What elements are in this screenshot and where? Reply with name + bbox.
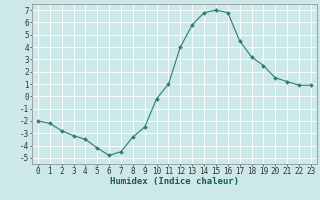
X-axis label: Humidex (Indice chaleur): Humidex (Indice chaleur) (110, 177, 239, 186)
